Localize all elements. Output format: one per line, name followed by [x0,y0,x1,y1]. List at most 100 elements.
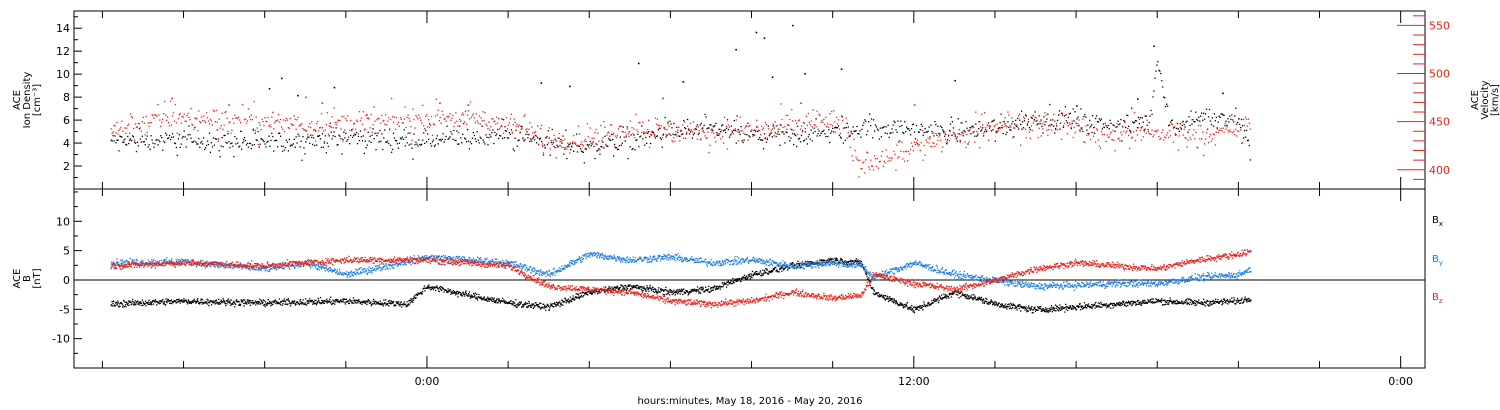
data-point [921,306,923,309]
data-point [1009,305,1011,307]
data-point [640,288,642,290]
data-point [363,301,365,304]
data-point [306,138,308,140]
data-point [821,119,823,122]
data-point [225,300,227,302]
data-point [989,125,992,127]
data-point [418,139,420,141]
data-point [738,131,740,134]
data-point [1225,120,1227,123]
data-point [920,123,922,126]
data-point [817,128,819,130]
data-point [275,302,277,305]
data-point [449,290,451,292]
data-point [963,129,965,132]
data-point [1032,308,1035,311]
data-point [682,133,684,135]
data-point [469,141,472,143]
data-point [793,129,795,131]
data-point [717,288,719,290]
data-point [1029,137,1031,139]
data-point [222,128,224,131]
data-point [973,294,975,296]
data-point [377,117,379,120]
data-point [909,306,911,308]
data-point [970,133,972,135]
data-point [278,298,281,300]
data-point [427,138,430,141]
data-point [927,130,929,132]
data-point [555,304,557,306]
data-point [517,125,519,128]
data-point [161,137,163,139]
data-point [642,289,644,292]
data-point [752,274,755,277]
data-point [805,115,808,117]
data-point [695,126,698,128]
data-point [905,131,907,133]
data-point [1103,304,1105,306]
data-point [424,128,426,130]
data-point [903,304,905,306]
data-point [615,147,618,149]
data-point [669,134,671,136]
data-point [420,144,422,146]
data-point [485,123,487,125]
data-point [1061,308,1063,310]
data-point [1201,301,1203,304]
data-point [1076,105,1078,107]
data-point [515,129,517,131]
data-point [792,120,794,122]
data-point [238,304,240,306]
data-point [682,124,684,126]
data-point [638,122,640,124]
data-point [546,135,549,138]
data-point [1246,301,1248,303]
data-point [132,303,135,305]
data-point [961,294,963,296]
data-point [614,135,617,137]
data-point [283,149,286,151]
data-point [375,303,377,305]
data-point [456,130,458,132]
data-point [943,131,946,134]
data-point [173,120,176,122]
data-point [488,121,490,123]
data-point [497,300,500,302]
data-point [1030,307,1032,309]
data-point [310,126,312,129]
data-point [485,299,487,301]
data-point [995,130,997,133]
data-point [565,302,568,304]
data-point [1060,306,1062,308]
data-point [845,126,847,129]
data-point [285,117,288,120]
data-point [1247,118,1250,120]
data-point [315,299,317,302]
data-point [473,296,476,298]
data-point [963,294,966,297]
data-point [129,139,131,141]
data-point [463,121,466,123]
data-point [764,271,766,273]
data-point [401,136,403,138]
data-point [1115,302,1118,304]
data-point [114,305,116,307]
data-point [704,113,706,116]
data-point [203,137,205,139]
data-point [196,118,198,120]
data-point [287,298,289,300]
data-point [650,288,652,290]
data-point [408,117,410,120]
data-point [1134,301,1136,303]
data-point [973,131,975,133]
data-point [884,162,886,164]
data-point [537,306,539,308]
data-point [906,150,908,153]
data-point [176,298,178,301]
data-point [1207,300,1209,303]
data-point [546,306,548,308]
data-point [945,294,947,296]
data-point [224,134,226,137]
data-point [776,269,778,271]
